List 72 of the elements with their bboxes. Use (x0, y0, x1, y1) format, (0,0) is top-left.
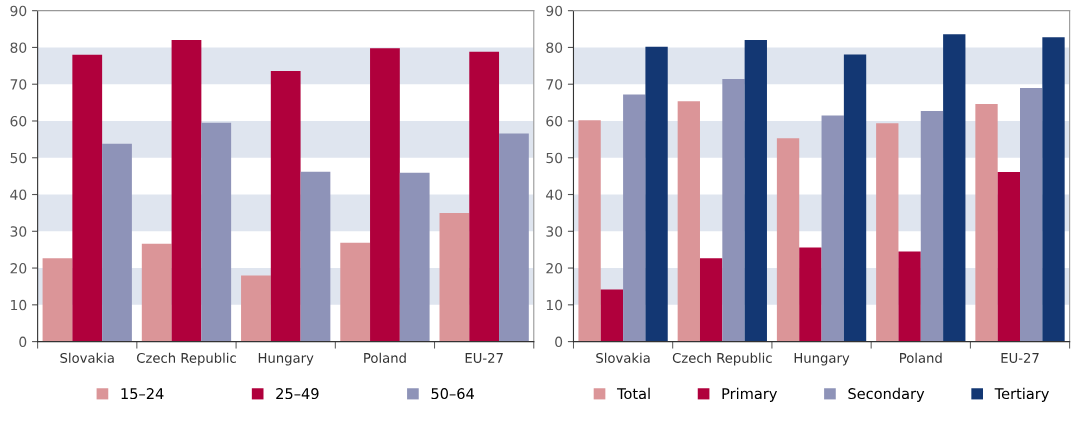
x-tick-label: Czech Republic (136, 352, 236, 366)
bar (623, 94, 646, 342)
bar (102, 143, 132, 342)
bar (399, 172, 430, 342)
y-tick-label: 40 (546, 189, 563, 200)
y-tick-label: 60 (546, 115, 563, 127)
x-tick-label: Hungary (794, 353, 850, 366)
y-tick-label: 80 (546, 42, 563, 53)
bar (722, 79, 745, 342)
bar (141, 243, 172, 342)
bar (370, 48, 400, 342)
y-tick-label: 50 (546, 152, 563, 164)
y-tick-label: 20 (546, 263, 563, 274)
bar (42, 258, 73, 342)
y-tick-label: 30 (10, 226, 27, 237)
bar (439, 212, 470, 342)
legend-label: 25–49 (276, 388, 319, 400)
bar (876, 123, 899, 342)
x-tick-label: Hungary (258, 353, 314, 366)
legend-label: Primary (722, 387, 777, 402)
y-tick-label: 10 (11, 299, 27, 311)
x-tick-label: Poland (364, 352, 406, 363)
y-tick-label: 10 (546, 299, 563, 311)
bar (499, 133, 529, 342)
y-tick-label: 70 (546, 79, 563, 90)
x-tick-label: Poland (900, 352, 942, 363)
bar (241, 275, 271, 342)
bar (171, 40, 202, 342)
bar (744, 40, 767, 342)
bar (997, 172, 1021, 342)
bar (340, 242, 371, 342)
y-tick-label: 40 (10, 189, 27, 200)
bar (1042, 37, 1065, 342)
y-tick-label: 90 (10, 5, 27, 17)
bar (300, 171, 331, 342)
bar (270, 70, 301, 342)
bar (898, 251, 921, 342)
bar (578, 120, 601, 342)
x-tick-label: Slovakia (596, 352, 650, 363)
bar (776, 138, 800, 342)
x-tick-label: EU-27 (1001, 352, 1039, 363)
bar (975, 104, 998, 342)
legend-label: Total (616, 387, 650, 400)
bar (201, 122, 232, 342)
bar (943, 34, 966, 342)
y-tick-label: 90 (546, 5, 563, 17)
legend-label: Tertiary (994, 387, 1049, 402)
x-tick-label: Czech Republic (672, 352, 772, 366)
bar (72, 54, 103, 342)
x-tick-label: Slovakia (60, 352, 114, 363)
y-tick-label: 0 (555, 336, 563, 348)
x-tick-label: EU-27 (465, 352, 503, 363)
y-tick-label: 30 (546, 226, 563, 237)
bar (699, 258, 723, 342)
y-tick-label: 80 (10, 42, 27, 53)
bar (799, 247, 822, 342)
bar (1020, 87, 1043, 342)
bar (821, 115, 844, 342)
y-tick-label: 60 (10, 115, 27, 127)
y-tick-label: 50 (10, 152, 27, 164)
legend-label: 50–64 (431, 388, 474, 400)
bar (645, 46, 668, 342)
y-tick-label: 20 (10, 263, 27, 274)
legend-label: Secondary (848, 387, 925, 402)
legend-label: 15–24 (121, 388, 164, 400)
y-tick-label: 70 (10, 79, 27, 90)
y-tick-label: 0 (19, 336, 27, 348)
bar (677, 101, 700, 342)
bar (469, 51, 500, 342)
bar (600, 289, 624, 342)
bar (843, 54, 867, 342)
bar (920, 111, 944, 342)
